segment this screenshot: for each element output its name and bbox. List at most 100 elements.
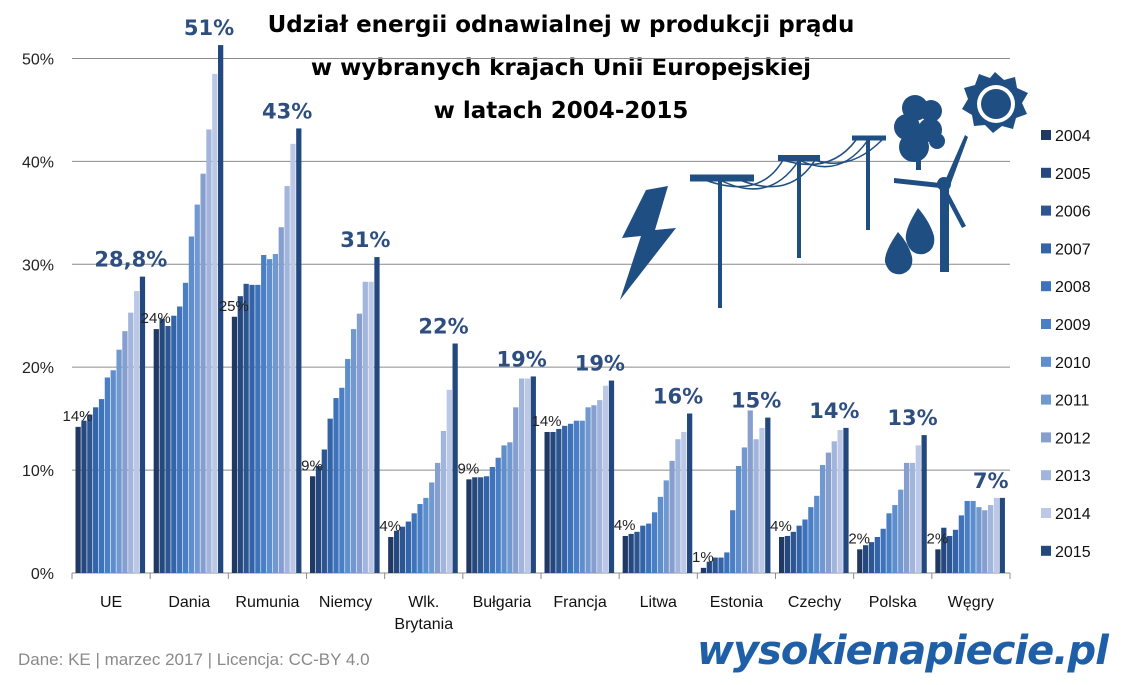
bar [165, 326, 171, 573]
sun-icon [962, 72, 1028, 133]
data-label-last: 15% [731, 389, 781, 413]
bar [116, 349, 122, 573]
bar [177, 306, 183, 573]
bar [779, 536, 785, 573]
bar [999, 497, 1005, 573]
bar [622, 535, 628, 573]
legend-item: 2015 [1041, 544, 1091, 561]
bar [958, 515, 964, 573]
bar [296, 128, 302, 573]
legend-swatch [1041, 394, 1051, 405]
bar [544, 432, 550, 573]
data-label-first: 14% [531, 413, 561, 430]
bar [814, 495, 820, 573]
category-label: UE [100, 594, 122, 611]
data-label-first: 25% [219, 298, 249, 315]
bar [75, 426, 81, 573]
bar [374, 257, 380, 573]
data-label-last: 7% [973, 469, 1009, 493]
bar [417, 504, 423, 573]
bar [935, 549, 941, 573]
data-label-first: 9% [457, 460, 479, 477]
bar [628, 533, 634, 573]
legend-item: 2007 [1041, 241, 1091, 258]
bar [759, 427, 765, 573]
bar [321, 449, 327, 573]
legend-item: 2008 [1041, 279, 1091, 296]
bar [472, 477, 478, 573]
bar [218, 45, 224, 574]
category-label: Rumunia [235, 594, 299, 611]
data-label-last: 31% [340, 228, 390, 252]
bar [585, 407, 591, 573]
bar [405, 521, 411, 573]
bar [819, 464, 826, 573]
bar [350, 329, 357, 573]
bar [356, 313, 363, 573]
bar [93, 407, 99, 573]
y-tick-label: 0% [31, 566, 54, 583]
legend-item: 2012 [1041, 430, 1091, 447]
legend-label: 2013 [1055, 468, 1091, 485]
data-label-last: 43% [262, 99, 312, 123]
bar [784, 535, 791, 573]
legend-label: 2015 [1055, 544, 1091, 561]
data-labels: 14% 28,8% 24% 51% 25% 43% 9% 31% 4% 22% 9% 19% 14% 19… [62, 16, 1008, 566]
power-line-icon [690, 135, 886, 308]
bar [591, 405, 597, 573]
bar [128, 312, 134, 573]
bar [915, 445, 921, 573]
bar [518, 378, 525, 573]
bar [993, 497, 1000, 573]
bar [284, 186, 290, 573]
bar [231, 316, 238, 573]
bar [657, 496, 664, 573]
legend-item: 2011 [1041, 393, 1090, 410]
bar [947, 535, 953, 573]
chart-title-line-1: Udział energii odnawialnej w produkcji p… [268, 12, 855, 38]
category-label: Bułgaria [473, 594, 532, 611]
bar [290, 143, 296, 574]
bar [278, 227, 284, 573]
category-label: Wlk. Brytania [394, 594, 453, 633]
bar [501, 445, 507, 573]
bar [796, 525, 802, 573]
bar [597, 400, 603, 573]
y-tick-label: 40% [22, 154, 54, 171]
legend-item: 2010 [1041, 355, 1091, 372]
bar [880, 528, 886, 573]
bar [345, 358, 351, 573]
data-label-last: 19% [497, 347, 547, 371]
legend-label: 2012 [1055, 430, 1091, 447]
legend-label: 2011 [1055, 393, 1090, 410]
bar [634, 531, 640, 573]
brand-logo[interactable]: wysokienapiecie.pl [697, 628, 1109, 674]
bar [651, 512, 658, 573]
bar [388, 536, 394, 573]
bar [603, 385, 609, 573]
data-label-last: 51% [184, 16, 234, 40]
bar [874, 536, 880, 573]
data-label-first: 1% [692, 549, 714, 566]
bar [249, 284, 255, 573]
bar [266, 259, 273, 573]
bar [159, 318, 165, 573]
category-label: Czechy [788, 594, 841, 611]
legend-item: 2006 [1041, 204, 1091, 221]
bar [718, 557, 724, 573]
water-drop-icon [884, 208, 935, 275]
bar [110, 370, 116, 573]
wind-turbine-icon [894, 135, 968, 272]
bar [399, 526, 406, 573]
legend-label: 2010 [1055, 355, 1091, 372]
bar [579, 420, 585, 573]
bar [411, 513, 417, 573]
category-label: Dania [168, 594, 210, 611]
category-label: Litwa [640, 594, 677, 611]
bar [333, 398, 339, 573]
legend-swatch [1041, 243, 1051, 254]
bar [530, 376, 536, 573]
x-axis: UE Dania Rumunia Niemcy Wlk. Brytania Bułgaria… [71, 573, 1011, 633]
bar [712, 557, 718, 573]
bar [446, 389, 452, 573]
